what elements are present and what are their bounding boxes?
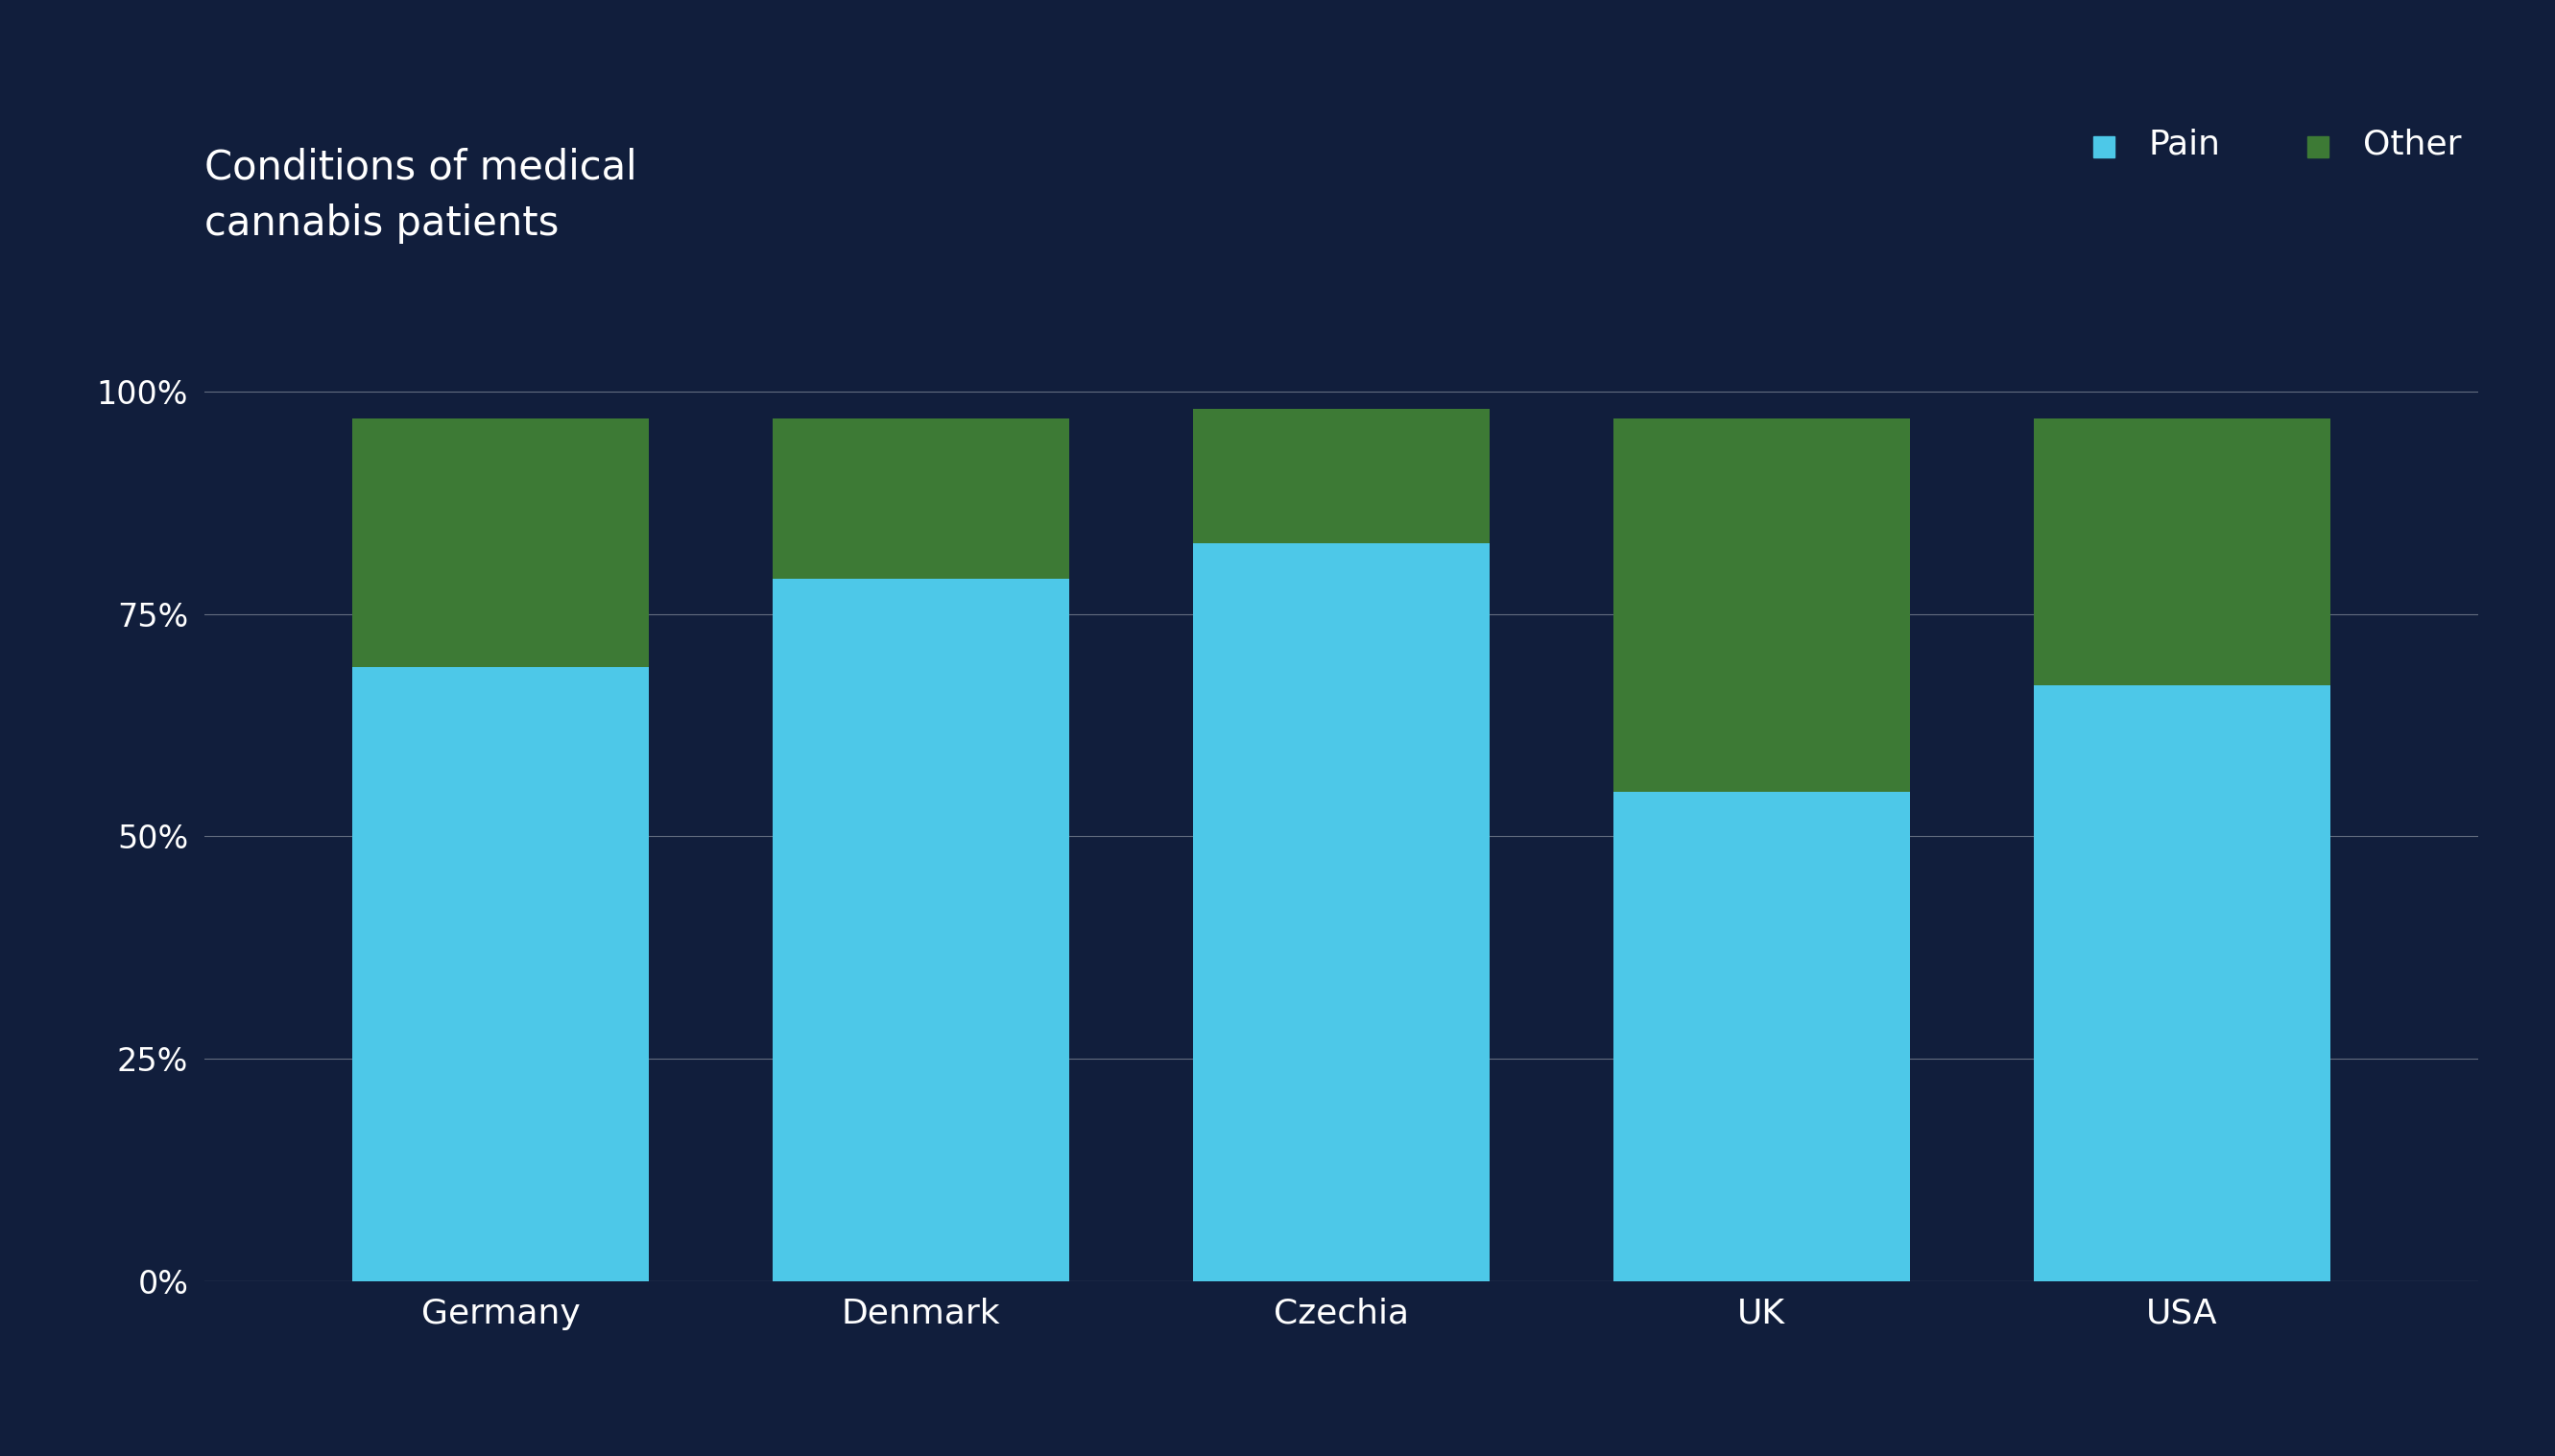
Legend: Pain, Other: Pain, Other [2093,127,2460,160]
Bar [1193,409,1490,543]
Bar [2034,686,2330,1281]
Bar [353,667,649,1281]
Text: Conditions of medical
cannabis patients: Conditions of medical cannabis patients [204,147,636,243]
Bar [772,418,1071,578]
Bar [2034,418,2330,686]
Bar [772,578,1071,1281]
Bar [1612,418,1909,792]
Bar [1193,543,1490,1281]
Bar [353,418,649,667]
Bar [1612,792,1909,1281]
